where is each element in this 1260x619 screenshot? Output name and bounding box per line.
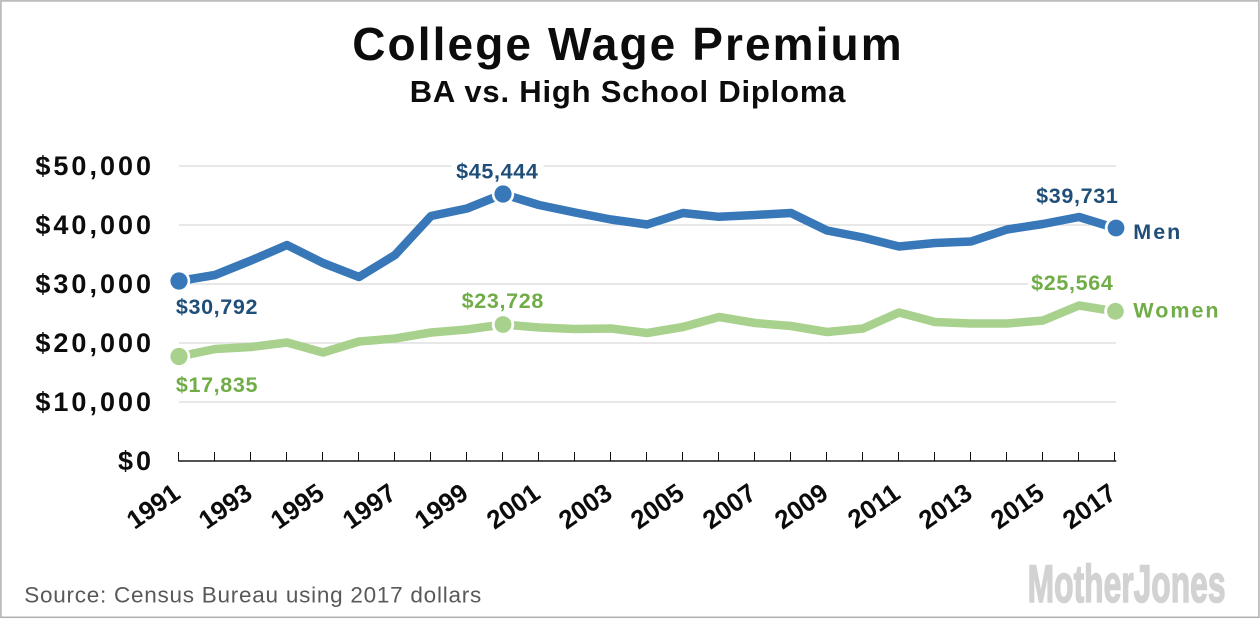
svg-text:$23,728: $23,728 [462, 289, 544, 313]
svg-text:MotherJones: MotherJones [1028, 555, 1226, 614]
svg-text:$0: $0 [118, 446, 154, 476]
svg-text:$45,444: $45,444 [456, 160, 538, 184]
svg-text:$30,000: $30,000 [35, 269, 154, 299]
svg-text:$20,000: $20,000 [35, 328, 154, 358]
svg-text:$10,000: $10,000 [35, 387, 154, 417]
svg-text:$39,731: $39,731 [1036, 184, 1118, 208]
svg-text:$17,835: $17,835 [176, 373, 258, 397]
svg-text:$25,564: $25,564 [1031, 271, 1113, 295]
svg-text:Source: Census Bureau using 20: Source: Census Bureau using 2017 dollars [24, 582, 482, 607]
svg-text:$40,000: $40,000 [35, 210, 154, 240]
svg-text:Women: Women [1133, 299, 1220, 323]
svg-text:BA vs. High School Diploma: BA vs. High School Diploma [410, 74, 846, 109]
svg-text:$50,000: $50,000 [35, 151, 154, 181]
svg-text:$30,792: $30,792 [176, 295, 258, 319]
svg-text:College Wage Premium: College Wage Premium [352, 18, 904, 70]
svg-text:Men: Men [1133, 220, 1182, 244]
